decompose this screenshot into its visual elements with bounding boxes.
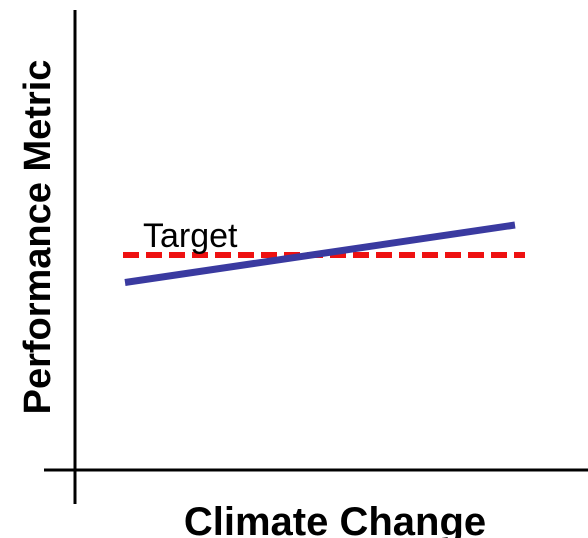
x-axis-title: Climate Change xyxy=(184,500,486,538)
target-label: Target xyxy=(143,217,238,255)
y-axis-title: Performance Metric xyxy=(17,60,59,415)
performance-line xyxy=(124,221,516,286)
